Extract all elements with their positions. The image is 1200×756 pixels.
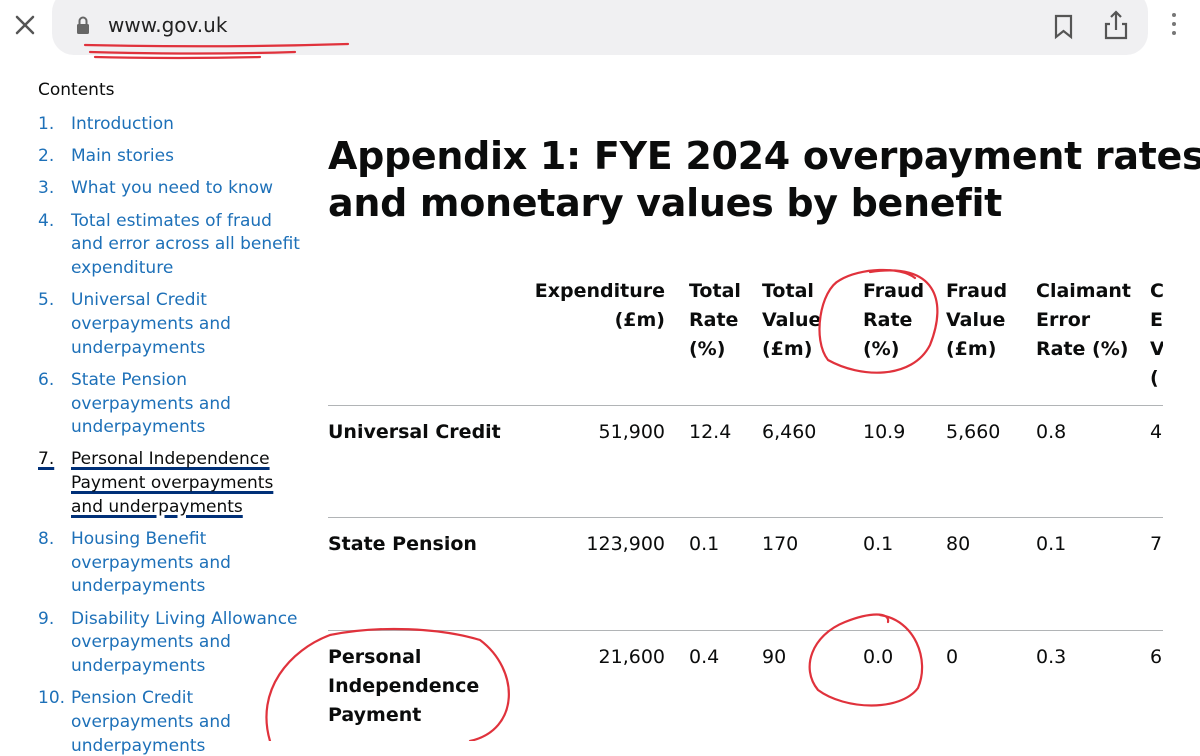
cell: 4 xyxy=(1150,421,1163,443)
heading-line: Appendix 1: FYE 2024 overpayment rates xyxy=(328,134,1200,178)
column-header: V xyxy=(1150,338,1163,360)
column-header: Value xyxy=(762,309,822,331)
item-number[interactable]: 2. xyxy=(38,146,55,167)
item-label[interactable]: Personal Independence xyxy=(71,449,270,470)
row-rule xyxy=(328,630,1163,631)
lock-icon xyxy=(77,16,89,34)
column-header: (£m) xyxy=(762,338,813,360)
item-number[interactable]: 9. xyxy=(38,608,55,629)
item-label[interactable]: What you need to know xyxy=(71,178,273,199)
column-header: Rate xyxy=(863,309,913,331)
cell: 5,660 xyxy=(946,421,1001,443)
row-rule xyxy=(328,405,1163,406)
item-label[interactable]: Universal Credit xyxy=(71,290,207,311)
cell: 12.4 xyxy=(689,421,732,443)
cell: 21,600 xyxy=(598,646,665,668)
more-icon[interactable] xyxy=(1172,13,1176,35)
column-header: Fraud xyxy=(946,280,1008,302)
cell: 0.1 xyxy=(689,533,720,555)
item-number[interactable]: 1. xyxy=(38,114,55,134)
item-number[interactable]: 10. xyxy=(38,688,66,709)
cell: 0.4 xyxy=(689,646,720,668)
row-header: State Pension xyxy=(328,533,477,555)
bookmark-icon[interactable] xyxy=(1054,14,1073,40)
cell: 6 xyxy=(1150,646,1163,668)
column-header: Value xyxy=(946,309,1006,331)
item-label[interactable]: underpayments xyxy=(71,337,206,358)
cell: 0.1 xyxy=(863,533,894,555)
heading-line: and monetary values by benefit xyxy=(328,181,1003,225)
row-header: Independence xyxy=(328,675,480,697)
item-label[interactable]: Payment overpayments xyxy=(71,473,274,494)
column-header: (£m) xyxy=(614,309,665,331)
cell: 51,900 xyxy=(598,421,665,443)
item-label[interactable]: Pension Credit xyxy=(71,688,194,709)
cell: 90 xyxy=(762,646,787,668)
share-icon[interactable] xyxy=(1104,10,1128,40)
item-number[interactable]: 8. xyxy=(38,529,55,549)
item-label[interactable]: and error across all benefit xyxy=(71,234,300,255)
column-header: E xyxy=(1150,309,1163,331)
item-label[interactable]: State Pension xyxy=(71,369,188,390)
item-label[interactable]: overpayments and xyxy=(71,393,231,414)
cell: 123,900 xyxy=(586,533,665,555)
column-header: (%) xyxy=(863,338,900,360)
url[interactable]: www.gov.uk xyxy=(108,13,228,37)
item-number[interactable]: 6. xyxy=(38,369,55,390)
item-number[interactable]: 7. xyxy=(38,449,55,470)
column-header: ( xyxy=(1150,367,1159,389)
item-label[interactable]: overpayments and xyxy=(71,552,231,573)
item-label[interactable]: underpayments xyxy=(71,735,206,756)
column-header: (£m) xyxy=(946,338,997,360)
column-header: Fraud xyxy=(863,280,925,302)
cell: 7 xyxy=(1150,533,1163,555)
column-header: Total xyxy=(689,280,741,302)
item-label[interactable]: Disability Living Allowance xyxy=(71,608,298,629)
column-header: Claimant xyxy=(1036,280,1132,302)
item-label[interactable]: Total estimates of fraud xyxy=(71,210,272,231)
row-header: Personal xyxy=(328,646,422,668)
row-rule xyxy=(328,517,1163,518)
item-label[interactable]: Introduction xyxy=(71,114,174,134)
column-header: Error xyxy=(1036,309,1091,331)
column-header: Rate xyxy=(689,309,739,331)
item-label[interactable]: Housing Benefit xyxy=(71,529,207,549)
column-header: Rate (%) xyxy=(1036,338,1129,360)
item-number[interactable]: 4. xyxy=(38,210,55,231)
cell: 170 xyxy=(762,533,799,555)
cell: 0.3 xyxy=(1036,646,1067,668)
cell: 0 xyxy=(946,646,959,668)
cell: 10.9 xyxy=(863,421,906,443)
column-header: C xyxy=(1150,280,1163,302)
item-number[interactable]: 3. xyxy=(38,178,55,199)
item-label[interactable]: overpayments and xyxy=(71,632,231,653)
item-label[interactable]: overpayments and xyxy=(71,313,231,334)
item-label[interactable]: underpayments xyxy=(71,576,206,597)
browser-icons xyxy=(15,10,1176,40)
cell: 6,460 xyxy=(762,421,817,443)
item-label[interactable]: and underpayments xyxy=(71,496,243,517)
column-header: Expenditure xyxy=(534,280,665,302)
column-header: Total xyxy=(762,280,814,302)
cell: 80 xyxy=(946,533,971,555)
column-header: (%) xyxy=(689,338,726,360)
item-label[interactable]: underpayments xyxy=(71,417,206,438)
cell: 0.8 xyxy=(1036,421,1067,443)
item-label[interactable]: expenditure xyxy=(71,258,174,278)
item-label[interactable]: underpayments xyxy=(71,656,206,676)
close-icon[interactable] xyxy=(15,15,35,35)
item-number[interactable]: 5. xyxy=(38,290,55,311)
table: Expenditure (£m) Total Rate (%) Total Value (£m… xyxy=(328,270,1163,741)
cell: 0.0 xyxy=(863,646,894,668)
row-header: Payment xyxy=(328,704,422,726)
row-header: Universal Credit xyxy=(328,421,501,443)
item-label[interactable]: overpayments and xyxy=(71,711,231,732)
cell: 0.1 xyxy=(1036,533,1067,555)
contents-title: Contents xyxy=(38,80,115,100)
item-label[interactable]: Main stories xyxy=(71,146,174,167)
